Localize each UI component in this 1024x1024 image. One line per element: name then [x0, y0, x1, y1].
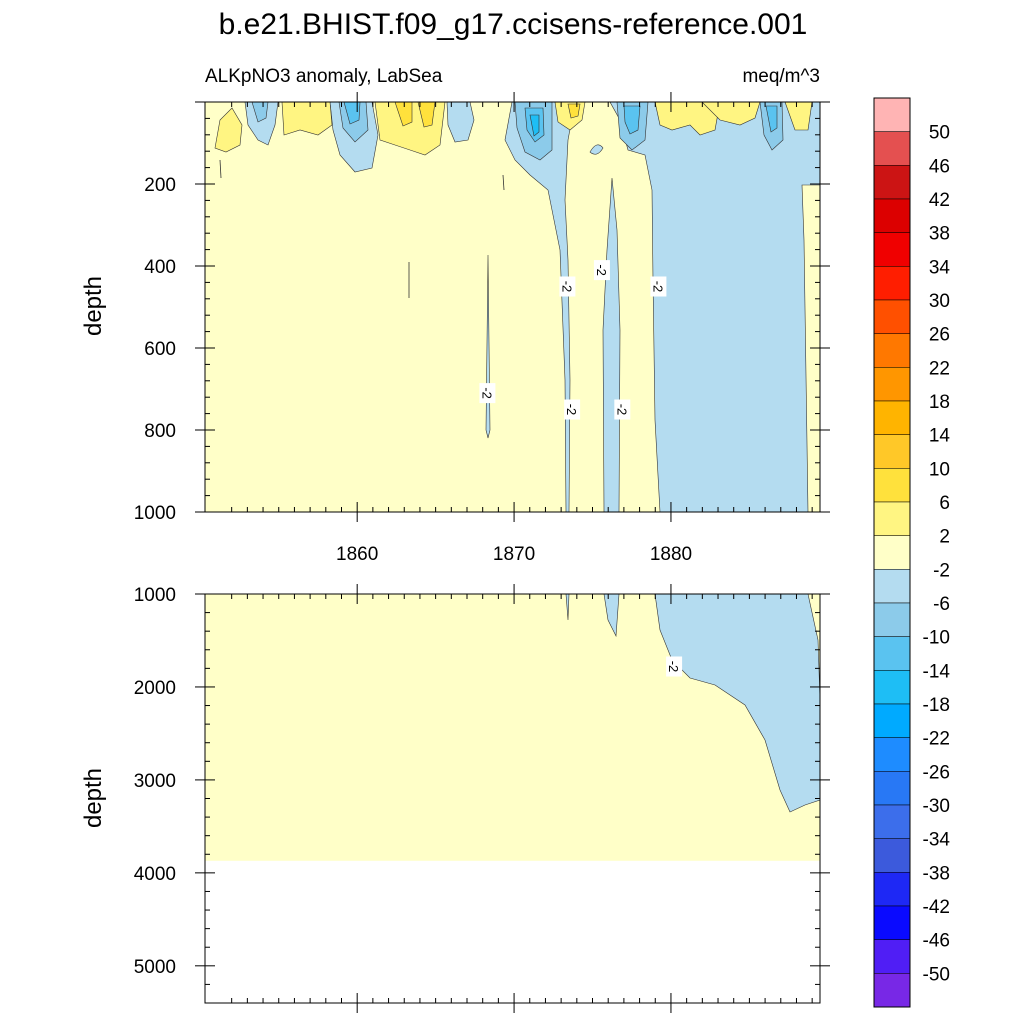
colorbar-segment — [873, 636, 911, 671]
colorbar-segment — [873, 804, 911, 839]
colorbar-label: 38 — [929, 224, 950, 245]
contour-label-text: -2 — [614, 404, 629, 416]
y-tick-label: 800 — [144, 421, 176, 442]
top-positive-regions — [214, 101, 813, 156]
contour-label: -2 — [593, 260, 610, 281]
y-tick-label: 1000 — [134, 585, 176, 606]
colorbar-segment — [873, 535, 911, 570]
y-tick-label: 3000 — [134, 771, 176, 792]
colorbar-label: -14 — [923, 661, 951, 682]
colorbar-segment — [873, 939, 911, 974]
x-tick-label: 1880 — [650, 544, 692, 565]
chart-title: b.e21.BHIST.f09_g17.ccisens-reference.00… — [219, 8, 808, 41]
y-tick-label: 600 — [144, 339, 176, 360]
colorbar-label: 46 — [929, 156, 950, 177]
y-tick-label: 4000 — [134, 864, 176, 885]
contour-label: -2 — [650, 276, 667, 297]
colorbar-segment — [873, 569, 911, 604]
colorbar-label: -46 — [923, 931, 950, 952]
colorbar-label: 14 — [929, 426, 951, 447]
colorbar-label: 6 — [939, 493, 950, 514]
colorbar: 50 46 42 38 34 30 26 22 18 14 10 6 2 -2 -6 -10 -14 -18 -22… — [873, 97, 951, 1008]
colorbar-label: -34 — [923, 830, 951, 851]
colorbar-label: -10 — [923, 628, 950, 649]
y-tick-label: 5000 — [134, 957, 176, 978]
top-axis-ticks: 1860 1870 1880 200 400 600 800 1000 — [134, 92, 830, 565]
colorbar-segment — [873, 973, 911, 1008]
contour-label-text: -2 — [564, 404, 579, 416]
y-tick-label: 1000 — [134, 503, 176, 524]
colorbar-label: 34 — [929, 257, 951, 278]
y-tick-label: 200 — [144, 175, 176, 196]
contour-label-text: -2 — [666, 661, 681, 673]
colorbar-label: -6 — [933, 594, 950, 615]
colorbar-segment — [873, 670, 911, 705]
colorbar-label: -50 — [923, 964, 950, 985]
x-tick-label: 1860 — [336, 544, 378, 565]
colorbar-segment — [873, 333, 911, 368]
colorbar-label: 2 — [939, 527, 950, 548]
colorbar-segment — [873, 905, 911, 940]
bottom-contour-labels: -2 — [666, 656, 683, 677]
bottom-y-axis-title: depth — [80, 768, 107, 828]
contour-label-text: -2 — [650, 281, 665, 293]
colorbar-segment — [873, 872, 911, 907]
top-panel: -2 -2 -2 -2 -2 -2 1860 1870 1880 200 400 600 800 100… — [80, 92, 830, 565]
bottom-panel: -2 1000 2000 3000 4000 5000 depth — [80, 584, 830, 1013]
colorbar-segment — [873, 838, 911, 873]
colorbar-segment — [873, 131, 911, 166]
colorbar-segment — [873, 468, 911, 503]
colorbar-segment — [873, 299, 911, 334]
colorbar-label: 50 — [929, 123, 950, 144]
colorbar-label: 22 — [929, 358, 950, 379]
contour-label: -2 — [614, 399, 631, 420]
colorbar-label: 26 — [929, 325, 950, 346]
colorbar-label: 42 — [929, 190, 950, 211]
colorbar-label: -18 — [923, 695, 950, 716]
contour-label-text: -2 — [479, 387, 494, 399]
colorbar-label: -38 — [923, 863, 950, 884]
colorbar-segment — [873, 400, 911, 435]
colorbar-segment — [873, 434, 911, 469]
contour-label-text: -2 — [559, 281, 574, 293]
colorbar-segment — [873, 367, 911, 402]
contour-label: -2 — [666, 656, 683, 677]
colorbar-label: 10 — [929, 459, 950, 480]
colorbar-segment — [873, 602, 911, 637]
colorbar-label: -2 — [933, 560, 950, 581]
contour-label: -2 — [564, 399, 581, 420]
colorbar-label: -30 — [923, 796, 950, 817]
colorbar-segment — [873, 266, 911, 301]
top-y-axis-title: depth — [80, 276, 107, 336]
contour-label: -2 — [559, 276, 576, 297]
y-tick-label: 400 — [144, 257, 176, 278]
colorbar-segment — [873, 165, 911, 200]
colorbar-label: -26 — [923, 762, 950, 783]
variable-label: ALKpNO3 anomaly, LabSea — [205, 66, 443, 87]
x-tick-label: 1870 — [493, 544, 535, 565]
colorbar-segment — [873, 703, 911, 738]
top-darker-cores — [251, 101, 784, 161]
contour-label-text: -2 — [594, 264, 609, 276]
colorbar-frame — [873, 97, 911, 1008]
top-panel-frame — [204, 101, 821, 513]
colorbar-segment — [873, 771, 911, 806]
colorbar-segment — [873, 232, 911, 267]
contour-label: -2 — [479, 383, 496, 404]
bottom-axis-ticks: 1000 2000 3000 4000 5000 — [134, 584, 830, 1013]
colorbar-label: 30 — [929, 291, 950, 312]
colorbar-label: 18 — [929, 392, 950, 413]
colorbar-segment — [873, 198, 911, 233]
colorbar-segment — [873, 97, 911, 132]
top-contour-labels: -2 -2 -2 -2 -2 -2 — [479, 260, 667, 420]
colorbar-segment — [873, 737, 911, 772]
colorbar-label: -42 — [923, 897, 950, 918]
top-thin-contours — [219, 159, 505, 298]
colorbar-segment — [873, 501, 911, 536]
colorbar-label: -22 — [923, 729, 950, 750]
units-label: meq/m^3 — [742, 66, 820, 87]
y-tick-label: 2000 — [134, 678, 176, 699]
